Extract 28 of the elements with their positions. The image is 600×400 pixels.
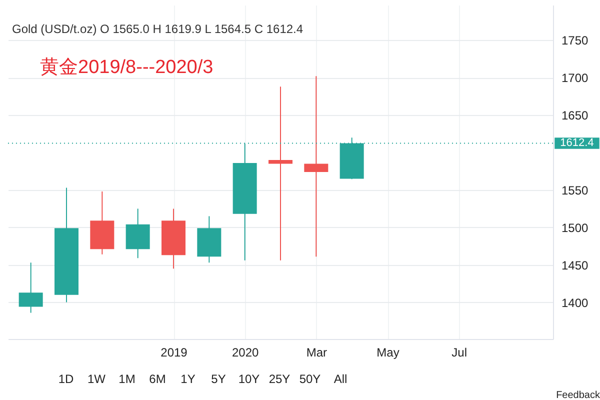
text: 25Y — [268, 372, 290, 386]
x-tick-label: 2020 — [232, 346, 260, 360]
text: 黄金2019/8---2020/3 — [40, 57, 214, 78]
y-tick-label: 1700 — [562, 71, 589, 86]
candlestick — [18, 262, 43, 314]
text: 50Y — [299, 372, 321, 386]
y-tick-label: 1500 — [562, 220, 589, 235]
text: 6M — [149, 372, 166, 386]
text: Feedback — [556, 390, 600, 400]
text: 10Y — [238, 372, 260, 386]
ref-line-label: 1612.4 — [560, 137, 594, 150]
text: 1D — [58, 372, 74, 386]
text: 1W — [88, 372, 106, 386]
text: All — [334, 372, 348, 386]
x-tick-label: Jul — [452, 346, 468, 360]
x-tick-label: May — [376, 346, 400, 360]
x-tick-label: 2019 — [160, 346, 188, 360]
x-tick-label: Mar — [306, 346, 328, 360]
y-tick-label: 1400 — [562, 296, 589, 310]
y-tick-label: 1450 — [562, 258, 589, 272]
y-tick-label: 1550 — [562, 183, 589, 198]
text: 5Y — [211, 372, 226, 386]
text: Gold (USD/t.oz) O 1565.0 H 1619.9 L 1564.5 C 1612.4 — [12, 22, 304, 36]
text: 1M — [118, 372, 136, 386]
y-tick-label: 1650 — [562, 108, 589, 123]
y-tick-label: 1750 — [562, 34, 589, 48]
text: 1Y — [180, 372, 196, 386]
candlestick — [268, 86, 292, 261]
